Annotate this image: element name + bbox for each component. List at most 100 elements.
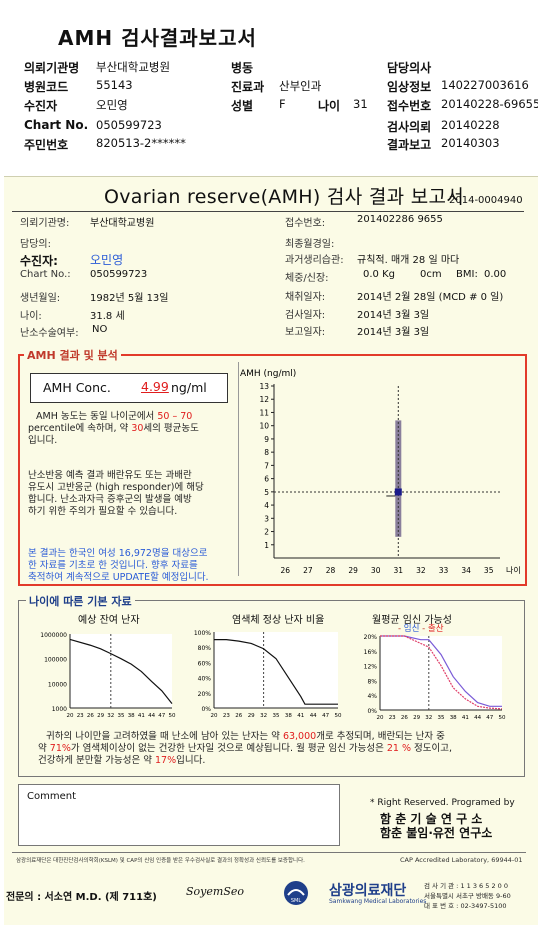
normal-egg-ratio-chart: 100% 80% 60% 40% 20% 0%20 23 26 29 32 35 38 41 44 47 50: [194, 630, 342, 719]
chart-divider: [238, 362, 239, 576]
legend-birth: 출산: [427, 624, 444, 634]
y-tick-label: 12: [259, 395, 269, 404]
x-tick-label: 26: [401, 715, 408, 721]
series-line: [380, 635, 502, 707]
x-tick-label: 47: [486, 715, 493, 721]
y-tick-label: 9: [264, 435, 269, 444]
y-tick-label: 2: [264, 528, 269, 537]
desc1-a: AMH 농도는 동일 나이군에서: [36, 411, 155, 422]
inst-value: 부산대학교병원: [90, 218, 155, 229]
collect-value: 2014년 2월 28일 (MCD # 0 일): [357, 292, 504, 303]
contact-2: 서울특별시 서초구 방배동 9-60: [424, 892, 511, 900]
x-tick-label: 26: [281, 566, 291, 575]
series-line: [380, 635, 503, 710]
y-tick-label: 20%: [198, 691, 212, 698]
report-title: Ovarian reserve(AMH) 검사 결과 보고서: [104, 186, 465, 208]
amh-point: [394, 488, 402, 496]
y-tick-label: 11: [259, 408, 269, 417]
accept-value: 201402286 9655: [357, 214, 443, 225]
amh-percentile-text-2: percentile에 속하며, 약 30세의 평균농도: [28, 423, 238, 435]
lab-name-2: 함춘 불임·유전 연구소: [380, 826, 493, 840]
x-tick-label: 23: [389, 715, 396, 721]
age-desc1-b: 개로 추정되며, 배란되는 난자 중: [316, 731, 445, 742]
test-date-value: 2014년 3월 3일: [357, 310, 430, 321]
x-tick-label: 26: [87, 713, 94, 719]
responder-text: 난소반응 예측 결과 배란유도 또는 과배란 유도시 고반응군 (high re…: [28, 470, 238, 518]
graph1-title: 예상 잔여 난자: [78, 615, 140, 626]
inst-label: 의뢰기관명:: [20, 218, 70, 229]
desc1-range: 50 – 70: [157, 411, 193, 422]
footer-rule: [12, 852, 526, 853]
x-tick-label: 35: [273, 713, 280, 719]
y-tick-label: 1000000: [40, 632, 67, 639]
document-title: AMH 검사결과보고서: [58, 26, 257, 50]
desc2-line: 유도시 고반응군 (high responder)에 해당: [28, 482, 204, 493]
y-tick-label: 4%: [367, 693, 377, 700]
x-tick-label: 41: [297, 713, 304, 719]
age-summary-1: 귀하의 나이만을 고려하였을 때 난소에 남아 있는 난자는 약 63,000개…: [46, 731, 445, 743]
birth-pct: 17%: [154, 755, 177, 766]
hospital-code-label: 병원코드: [24, 80, 69, 94]
x-tick-label: 38: [285, 713, 292, 719]
x-tick-label: 50: [499, 715, 506, 721]
bmi-value: 0.00: [484, 269, 507, 280]
bmi-label: BMI:: [456, 269, 478, 280]
y-tick-label: 20%: [364, 634, 378, 641]
age-desc1-a: 귀하의 나이만을 고려하였을 때 난소에 남아 있는 난자는 약: [46, 731, 280, 742]
sex-value: F: [279, 97, 286, 111]
y-tick-label: 100000: [44, 657, 67, 664]
x-tick-label: 29: [348, 566, 358, 575]
patient-value: 오민영: [90, 253, 124, 267]
x-tick-label: 23: [77, 713, 84, 719]
signer: 전문의 : 서소연 M.D. (제 711호): [6, 892, 157, 903]
plot-area: [214, 632, 338, 708]
comment-box: Comment: [18, 784, 340, 846]
normal-pct: 71%: [49, 743, 71, 754]
rights-text: * Right Reserved. Programed by: [370, 798, 515, 808]
x-tick-label: 35: [118, 713, 125, 719]
x-tick-label: 35: [438, 715, 445, 721]
y-tick-label: 0%: [201, 706, 211, 713]
birth-label: 생년월일:: [20, 293, 61, 304]
amh-conc-unit: ng/ml: [171, 380, 207, 395]
series-line: [214, 639, 338, 705]
x-tick-label: 44: [148, 713, 155, 719]
sex-label: 성별: [231, 99, 254, 113]
x-tick-label: 20: [211, 713, 218, 719]
desc3-line: 한 자료를 기초로 한 것입니다. 향후 자료를: [28, 560, 198, 571]
x-tick-label: 20: [67, 713, 74, 719]
x-tick-label: 47: [158, 713, 165, 719]
data-basis-text: 본 결과는 한국인 여성 16,972명을 대상으로 한 자료를 기초로 한 것…: [28, 548, 240, 584]
x-tick-label: 34: [461, 566, 471, 575]
surgery-value: NO: [92, 324, 108, 335]
lmp-label: 최종월경일:: [285, 239, 335, 250]
x-tick-label: 29: [413, 715, 420, 721]
doctor-label: 담당의:: [20, 239, 51, 250]
desc1-b: percentile에 속하며, 약: [28, 423, 129, 434]
age-desc3-a: 건강하게 분만할 가능성은 약: [38, 755, 152, 766]
y-tick-label: 3: [264, 514, 269, 523]
y-tick-label: 8%: [367, 678, 377, 685]
x-tick-label: 26: [235, 713, 242, 719]
x-tick-label: 50: [169, 713, 176, 719]
plot-area: [70, 634, 172, 708]
birth-value: 1982년 5월 13일: [90, 293, 169, 304]
x-tick-label: 31: [394, 566, 404, 575]
dept-value: 산부인과: [279, 79, 322, 93]
dept-label: 진료과: [231, 80, 265, 94]
y-tick-label: 40%: [198, 676, 212, 683]
body-label: 체중/신장:: [285, 273, 329, 284]
x-tick-label: 33: [439, 566, 449, 575]
y-tick-label: 100%: [194, 630, 211, 637]
y-tick-label: 5: [264, 488, 269, 497]
cycle-label: 과거생리습관:: [285, 255, 344, 266]
x-tick-label: 27: [303, 566, 313, 575]
age-value: 31.8 세: [90, 311, 125, 322]
test-request-value: 20140228: [441, 118, 500, 132]
weight-value: 0.0 Kg: [363, 269, 395, 280]
chart-value: 050599723: [90, 269, 148, 280]
report-date-label: 보고일자:: [285, 327, 326, 338]
y-tick-label: 6: [264, 475, 269, 484]
x-tick-label: 44: [474, 715, 481, 721]
pregnancy-chance-chart: 20% 16% 12% 8% 4% 0%20 23 26 29 32 35 38 41 44 47 50: [364, 634, 506, 721]
